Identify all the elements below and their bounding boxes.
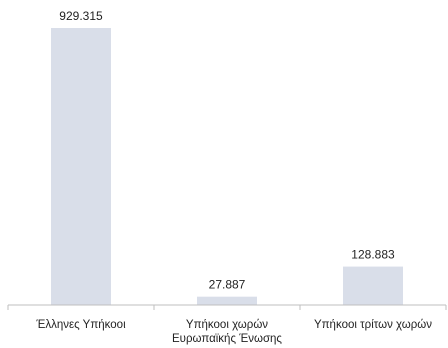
- value-labels-group: 929.315 27.887 128.883: [59, 9, 395, 292]
- value-label-2: 27.887: [209, 278, 246, 292]
- category-label-2: Υπήκοοι χωρών Ευρωπαϊκής Ένωσης: [172, 319, 282, 345]
- bar-1: [51, 28, 111, 305]
- category-label-3: Υπήκοοι τρίτων χωρών: [314, 319, 432, 331]
- bar-2: [197, 296, 257, 305]
- category-labels-group: Έλληνες Υπήκοοι Υπήκοοι χωρών Ευρωπαϊκής Έ…: [35, 319, 432, 345]
- value-label-3: 128.883: [351, 248, 395, 262]
- category-label-line: Υπήκοοι χωρών: [186, 319, 268, 331]
- category-label-line: Υπήκοοι τρίτων χωρών: [314, 319, 432, 331]
- category-label-line: Έλληνες Υπήκοοι: [35, 319, 126, 331]
- value-label-1: 929.315: [59, 9, 103, 23]
- category-label-1: Έλληνες Υπήκοοι: [35, 319, 126, 331]
- x-axis-ticks: [7, 305, 447, 310]
- category-label-line: Ευρωπαϊκής Ένωσης: [172, 333, 282, 345]
- bars-group: [51, 28, 403, 305]
- bar-3: [343, 266, 403, 305]
